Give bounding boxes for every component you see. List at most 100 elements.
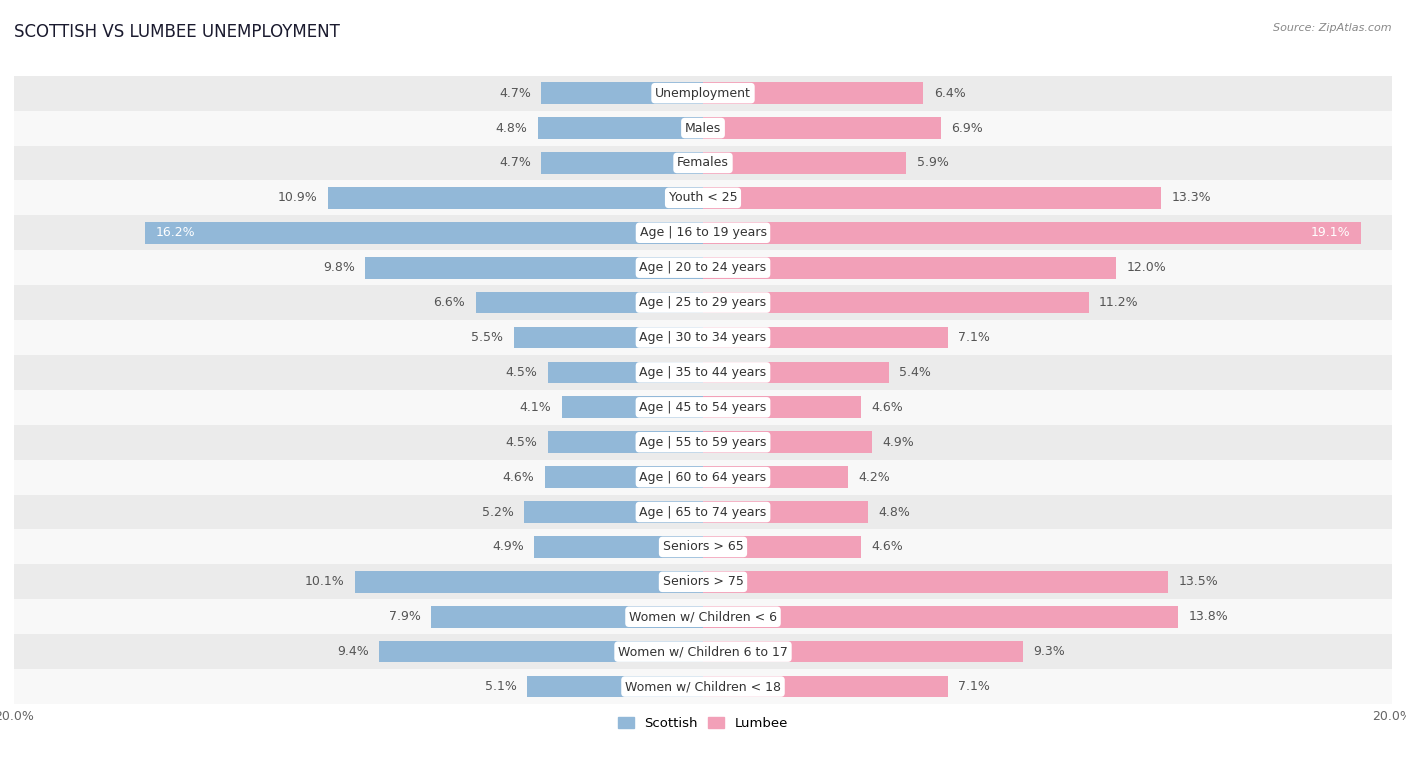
Text: 9.3%: 9.3%	[1033, 645, 1066, 658]
Bar	[527, 676, 703, 697]
Text: Women w/ Children < 18: Women w/ Children < 18	[626, 680, 780, 693]
Bar	[145, 222, 703, 244]
Text: 9.8%: 9.8%	[323, 261, 356, 274]
Text: 4.9%: 4.9%	[492, 540, 524, 553]
Text: Women w/ Children < 6: Women w/ Children < 6	[628, 610, 778, 623]
Bar	[544, 466, 703, 488]
Bar	[14, 494, 1392, 529]
Text: 13.5%: 13.5%	[1178, 575, 1218, 588]
Bar	[541, 152, 703, 174]
Bar	[14, 111, 1392, 145]
Bar	[14, 145, 1392, 180]
Text: Youth < 25: Youth < 25	[669, 192, 737, 204]
Bar	[14, 320, 1392, 355]
Bar	[703, 397, 862, 418]
Text: 4.7%: 4.7%	[499, 157, 531, 170]
Text: Age | 16 to 19 years: Age | 16 to 19 years	[640, 226, 766, 239]
Text: 4.5%: 4.5%	[506, 436, 537, 449]
Text: 10.9%: 10.9%	[277, 192, 318, 204]
Bar	[703, 222, 1361, 244]
Bar	[537, 117, 703, 139]
Bar	[703, 117, 941, 139]
Text: 5.4%: 5.4%	[900, 366, 931, 379]
Bar	[513, 327, 703, 348]
Text: Males: Males	[685, 122, 721, 135]
Text: 5.1%: 5.1%	[485, 680, 517, 693]
Bar	[14, 390, 1392, 425]
Bar	[703, 501, 869, 523]
Bar	[703, 571, 1168, 593]
Bar	[14, 634, 1392, 669]
Bar	[14, 285, 1392, 320]
Text: 7.1%: 7.1%	[957, 680, 990, 693]
Text: 4.6%: 4.6%	[872, 540, 904, 553]
Text: Source: ZipAtlas.com: Source: ZipAtlas.com	[1274, 23, 1392, 33]
Bar	[14, 529, 1392, 565]
Bar	[14, 425, 1392, 459]
Text: Age | 45 to 54 years: Age | 45 to 54 years	[640, 400, 766, 414]
Bar	[328, 187, 703, 209]
Bar	[14, 600, 1392, 634]
Text: 5.5%: 5.5%	[471, 331, 503, 344]
Text: 7.1%: 7.1%	[957, 331, 990, 344]
Text: 16.2%: 16.2%	[155, 226, 195, 239]
Text: 4.8%: 4.8%	[879, 506, 911, 519]
Bar	[703, 257, 1116, 279]
Bar	[524, 501, 703, 523]
Text: 9.4%: 9.4%	[337, 645, 368, 658]
Text: 11.2%: 11.2%	[1099, 296, 1139, 309]
Text: Women w/ Children 6 to 17: Women w/ Children 6 to 17	[619, 645, 787, 658]
Text: 4.9%: 4.9%	[882, 436, 914, 449]
Bar	[541, 83, 703, 104]
Text: 4.6%: 4.6%	[502, 471, 534, 484]
Bar	[534, 536, 703, 558]
Text: 4.7%: 4.7%	[499, 86, 531, 100]
Text: 5.9%: 5.9%	[917, 157, 949, 170]
Bar	[14, 251, 1392, 285]
Bar	[703, 291, 1088, 313]
Bar	[14, 669, 1392, 704]
Text: Age | 20 to 24 years: Age | 20 to 24 years	[640, 261, 766, 274]
Bar	[14, 215, 1392, 251]
Text: Age | 35 to 44 years: Age | 35 to 44 years	[640, 366, 766, 379]
Bar	[703, 362, 889, 383]
Text: 4.2%: 4.2%	[858, 471, 890, 484]
Text: 19.1%: 19.1%	[1310, 226, 1351, 239]
Text: Age | 55 to 59 years: Age | 55 to 59 years	[640, 436, 766, 449]
Text: 4.6%: 4.6%	[872, 400, 904, 414]
Text: Unemployment: Unemployment	[655, 86, 751, 100]
Bar	[548, 431, 703, 453]
Bar	[703, 641, 1024, 662]
Bar	[14, 76, 1392, 111]
Bar	[703, 676, 948, 697]
Text: 4.5%: 4.5%	[506, 366, 537, 379]
Text: 7.9%: 7.9%	[388, 610, 420, 623]
Bar	[703, 606, 1178, 628]
Bar	[14, 565, 1392, 600]
Bar	[14, 355, 1392, 390]
Bar	[380, 641, 703, 662]
Text: 4.1%: 4.1%	[520, 400, 551, 414]
Bar	[703, 466, 848, 488]
Text: Seniors > 65: Seniors > 65	[662, 540, 744, 553]
Bar	[562, 397, 703, 418]
Bar	[14, 180, 1392, 215]
Text: Females: Females	[678, 157, 728, 170]
Bar	[548, 362, 703, 383]
Text: 6.9%: 6.9%	[950, 122, 983, 135]
Text: 6.6%: 6.6%	[433, 296, 465, 309]
Text: Age | 60 to 64 years: Age | 60 to 64 years	[640, 471, 766, 484]
Bar	[356, 571, 703, 593]
Text: Seniors > 75: Seniors > 75	[662, 575, 744, 588]
Bar	[703, 431, 872, 453]
Text: 12.0%: 12.0%	[1126, 261, 1167, 274]
Text: 5.2%: 5.2%	[482, 506, 513, 519]
Bar	[14, 459, 1392, 494]
Bar	[703, 327, 948, 348]
Legend: Scottish, Lumbee: Scottish, Lumbee	[613, 712, 793, 735]
Text: 10.1%: 10.1%	[305, 575, 344, 588]
Bar	[430, 606, 703, 628]
Bar	[475, 291, 703, 313]
Bar	[703, 536, 862, 558]
Bar	[703, 152, 907, 174]
